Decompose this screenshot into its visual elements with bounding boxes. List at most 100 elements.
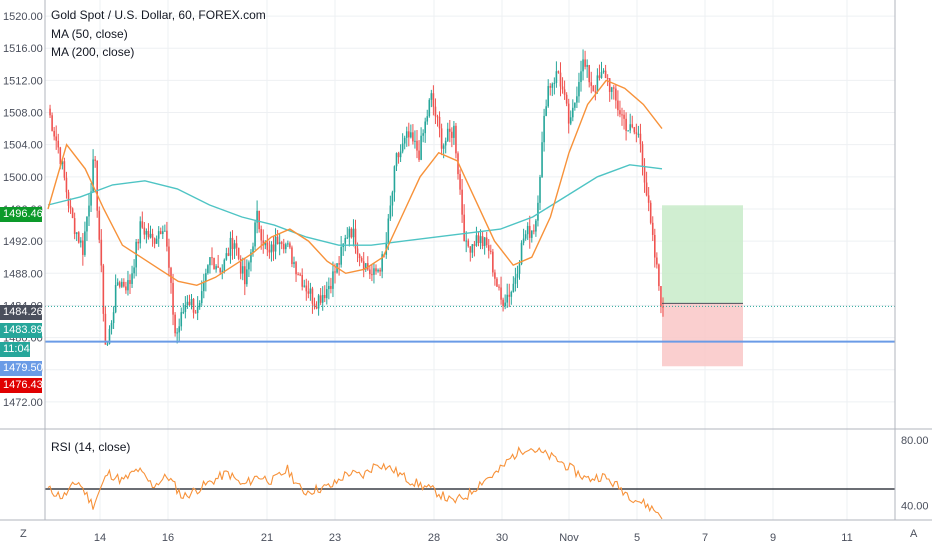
ma200-line [47, 164, 663, 246]
zoom-reset-button[interactable]: Z [20, 528, 27, 540]
candle-body [436, 116, 439, 118]
candle-body [127, 280, 129, 291]
auto-scale-button[interactable]: A [910, 528, 918, 540]
candle-body [369, 269, 371, 275]
candle-body [184, 305, 187, 312]
rsi-tick-label: 80.00 [901, 435, 929, 447]
take-profit-zone [662, 205, 743, 304]
candle-body [574, 102, 576, 108]
candle-body [287, 243, 289, 245]
candle-body [256, 210, 258, 223]
candle-body [444, 140, 447, 146]
candle-body [278, 242, 281, 245]
candle-body [190, 298, 193, 306]
candle-body [553, 82, 556, 84]
last-price-badge: 1483.89 [0, 323, 43, 338]
candle-body [405, 131, 408, 138]
candle-body [459, 174, 461, 190]
candle-body [549, 86, 552, 88]
candle-body [619, 110, 621, 115]
candle-body [399, 151, 402, 158]
candle-body [143, 227, 146, 235]
candle-body [504, 302, 506, 307]
candle-body [582, 59, 584, 72]
candle-body [522, 238, 525, 243]
candle-body [375, 268, 377, 272]
candle-body [432, 93, 435, 107]
candle-body [178, 326, 180, 333]
main-grid [45, 0, 895, 520]
candle-body [291, 247, 293, 265]
candle-body [572, 107, 574, 118]
candle-body [239, 258, 242, 274]
candle-body [364, 263, 367, 270]
ma50-line [47, 79, 663, 287]
candle-body [547, 86, 549, 107]
price-tick-label: 1520.00 [3, 11, 43, 23]
candle-body [512, 283, 515, 292]
candle-body [217, 266, 219, 268]
candle-body [641, 144, 644, 167]
candle-body [453, 125, 455, 138]
candle-body [610, 87, 613, 92]
price-tick-label: 1500.00 [3, 172, 43, 184]
candle-body [555, 71, 558, 83]
candle-body [65, 177, 68, 193]
candle-body [479, 236, 482, 244]
candle-body [416, 140, 418, 151]
bar-countdown-badge: 11:04 [0, 342, 30, 357]
candle-body [116, 282, 119, 286]
candle-body [651, 222, 654, 235]
candle-body [88, 205, 90, 217]
candle-body [262, 240, 265, 246]
candle-body [420, 135, 422, 160]
candle-body [225, 253, 228, 260]
candle-body [264, 242, 267, 246]
ma50-legend[interactable]: MA (50, close) [51, 27, 128, 41]
candle-body [133, 267, 135, 274]
candle-body [289, 243, 291, 248]
candle-body [123, 281, 125, 287]
candle-body [395, 153, 398, 167]
candle-body [102, 265, 105, 314]
candle-body [332, 271, 334, 289]
candle-body [305, 285, 308, 292]
candle-body [559, 72, 562, 87]
candle-body [627, 130, 629, 132]
candle-body [137, 241, 139, 244]
candle-body [311, 288, 314, 304]
candle-body [106, 343, 109, 345]
candle-body [606, 78, 609, 80]
rsi-legend[interactable]: RSI (14, close) [51, 440, 131, 454]
candle-body [295, 262, 297, 275]
candle-body [631, 124, 634, 128]
time-axis[interactable]: 14 16 21 23 28 30 Nov 5 7 9 11 [94, 532, 853, 544]
candle-body [248, 262, 250, 270]
candle-body [270, 244, 273, 253]
candle-body [635, 132, 638, 134]
candle-body [221, 270, 224, 273]
candle-body [63, 161, 66, 178]
candle-body [563, 89, 566, 95]
candle-body [477, 235, 480, 244]
candle-body [340, 247, 342, 265]
candle-body [498, 286, 500, 288]
rsi-axis[interactable]: 40.00 80.00 [901, 435, 929, 512]
candle-body [467, 240, 470, 247]
candle-body [246, 269, 248, 285]
candle-body [180, 312, 183, 327]
position-zones [662, 205, 743, 367]
candle-body [461, 189, 463, 215]
candle-body [205, 273, 207, 282]
candle-body [118, 282, 121, 287]
candle-body [354, 228, 357, 249]
price-levels [45, 302, 895, 343]
candle-body [490, 250, 492, 252]
candle-body [241, 266, 244, 274]
candle-body [159, 231, 162, 234]
ma200-legend[interactable]: MA (200, close) [51, 45, 135, 59]
candle-body [51, 115, 53, 131]
candle-body [194, 312, 197, 314]
candle-body [299, 274, 301, 276]
candle-body [229, 237, 232, 256]
